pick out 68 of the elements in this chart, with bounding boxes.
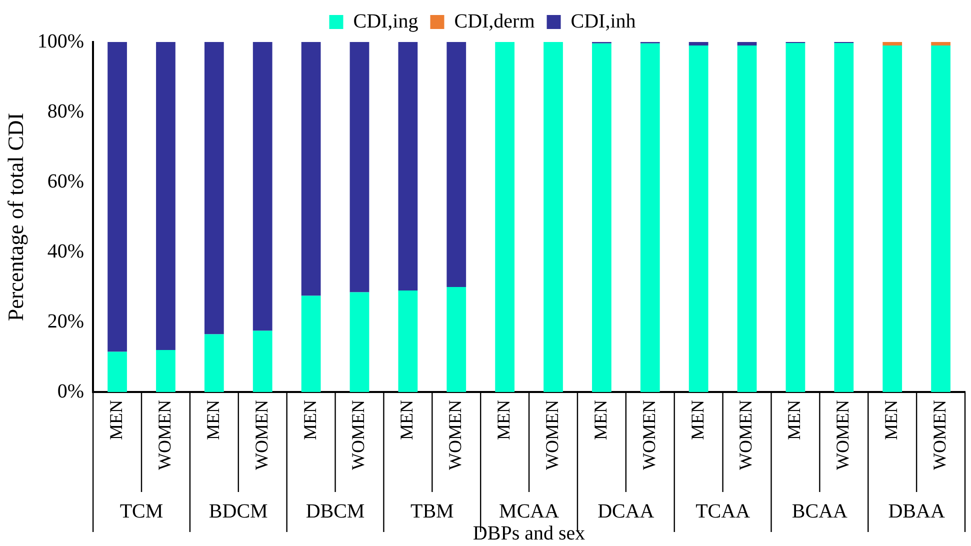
bar — [786, 43, 806, 392]
bar — [688, 46, 708, 392]
bar — [301, 296, 321, 392]
bar — [301, 42, 321, 296]
text: TBM — [410, 500, 454, 522]
bar — [640, 43, 660, 392]
text: TCM — [120, 500, 164, 522]
x-tick-label: MEN — [687, 400, 708, 440]
text: DBCM — [306, 500, 365, 522]
legend-label: CDI,inh — [570, 10, 636, 32]
bar — [882, 42, 902, 46]
x-tick-label: MEN — [300, 400, 320, 440]
text: BCAA — [792, 500, 848, 522]
bar — [834, 43, 854, 392]
x-tick-label: WOMEN — [638, 400, 659, 470]
bar — [737, 46, 757, 392]
bar — [156, 350, 176, 392]
bar — [688, 42, 708, 46]
x-tick-label: MEN — [202, 400, 223, 440]
bar — [398, 290, 418, 392]
bar — [931, 46, 950, 392]
bar — [882, 46, 902, 392]
text: BDCM — [208, 500, 268, 522]
y-tick-label: 60% — [47, 170, 84, 192]
bar — [156, 42, 176, 350]
bar — [446, 287, 466, 392]
bar — [350, 292, 370, 392]
legend-label: CDI,derm — [454, 10, 536, 32]
y-tick-label: 20% — [47, 310, 84, 332]
y-axis-title: Percentage of total CDI — [2, 112, 28, 322]
bar — [398, 42, 418, 291]
x-tick-label: WOMEN — [832, 400, 853, 470]
text: DBAA — [888, 500, 946, 522]
bar — [252, 330, 272, 392]
bar — [737, 42, 757, 46]
bar — [108, 42, 127, 352]
bar — [495, 42, 514, 392]
x-tick-label: MEN — [396, 400, 417, 440]
x-axis-title: DBPs and sex — [472, 522, 586, 544]
x-tick-label: WOMEN — [348, 400, 368, 470]
x-tick-label: WOMEN — [251, 400, 272, 470]
y-tick-label: 0% — [57, 380, 84, 402]
y-tick-label: 80% — [47, 100, 84, 122]
x-tick-label: MEN — [106, 400, 126, 440]
bar — [204, 42, 224, 334]
bar — [544, 42, 563, 392]
x-tick-label: MEN — [590, 400, 610, 440]
bar — [204, 334, 224, 392]
x-tick-label: MEN — [494, 400, 514, 440]
x-tick-label: WOMEN — [930, 400, 950, 470]
bar — [592, 43, 612, 392]
bar — [108, 352, 127, 392]
x-tick-label: MEN — [881, 400, 902, 440]
text: MCAA — [499, 500, 560, 522]
x-tick-label: WOMEN — [542, 400, 562, 470]
text: DCAA — [598, 500, 655, 522]
bar — [931, 42, 950, 46]
x-tick-label: WOMEN — [736, 400, 756, 470]
y-tick-label: 40% — [47, 240, 84, 262]
bar — [446, 42, 466, 288]
x-tick-label: WOMEN — [445, 400, 466, 470]
legend-label: CDI,ing — [353, 10, 418, 32]
bar — [350, 42, 370, 292]
text: TCAA — [696, 500, 751, 522]
bar — [252, 42, 272, 331]
y-tick-label: 100% — [37, 30, 84, 52]
x-tick-label: MEN — [784, 400, 804, 440]
x-tick-label: WOMEN — [154, 400, 174, 470]
